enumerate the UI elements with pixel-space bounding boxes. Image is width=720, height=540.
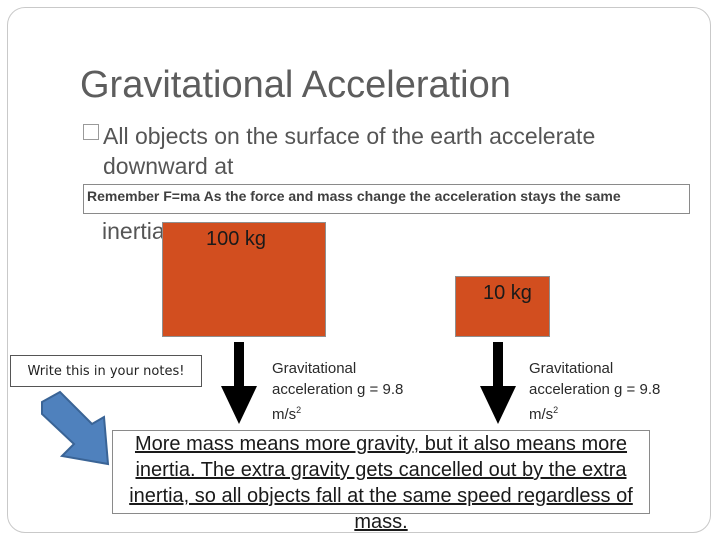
gravity-text-right-unit-line: m/s2	[529, 400, 699, 425]
mass-box-100kg: 100 kg	[162, 222, 326, 337]
gravity-text-right-exponent: 2	[553, 405, 559, 415]
gravity-text-right-unit: m/s	[529, 406, 554, 423]
bullet-line-1: All objects on the surface of the earth …	[103, 123, 596, 149]
gravity-text-right-line2: acceleration g = 9.8	[529, 381, 661, 398]
mass-box-10kg: 10 kg	[455, 276, 550, 337]
notes-reminder-box: Write this in your notes!	[10, 355, 202, 387]
gravity-text-left-line2: acceleration g = 9.8	[272, 381, 404, 398]
down-arrow-icon	[480, 342, 516, 424]
down-arrow-icon	[221, 342, 257, 424]
gravity-text-right: Gravitational acceleration g = 9.8 m/s2	[529, 358, 699, 425]
mass-label-10kg: 10 kg	[483, 282, 532, 304]
conclusion-box: More mass means more gravity, but it als…	[112, 430, 650, 533]
diagonal-arrow-icon	[41, 390, 110, 466]
gravity-text-left-unit: m/s	[272, 406, 297, 423]
inertia-text: inertia.	[102, 218, 172, 244]
bullet-line-2: downward at	[103, 153, 234, 179]
callout-box: Remember F=ma As the force and mass chan…	[83, 184, 690, 214]
square-bullet-icon	[83, 124, 99, 140]
gravity-text-right-line1: Gravitational	[529, 360, 614, 377]
slide-title: Gravitational Acceleration	[80, 64, 511, 106]
gravity-text-left-unit-line: m/s2	[272, 400, 442, 425]
mass-label-100kg: 100 kg	[206, 228, 267, 250]
gravity-text-left-line1: Gravitational	[272, 360, 357, 377]
gravity-text-left: Gravitational acceleration g = 9.8 m/s2	[272, 358, 442, 425]
gravity-text-left-exponent: 2	[296, 405, 302, 415]
